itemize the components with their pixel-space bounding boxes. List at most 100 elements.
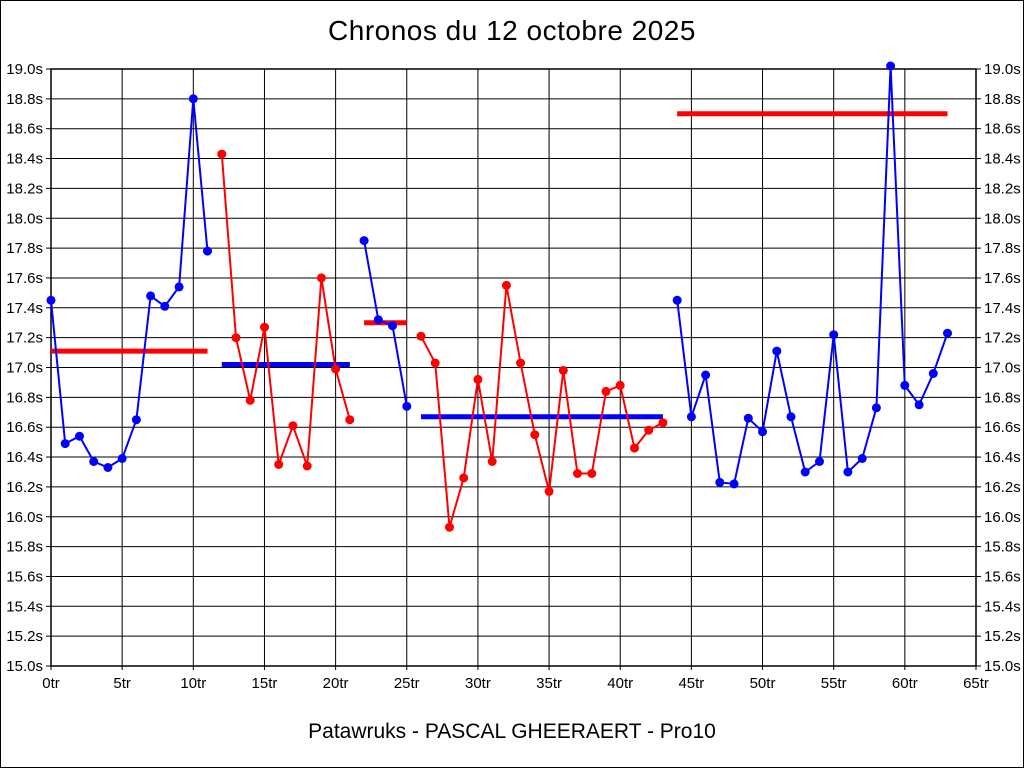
plot-border bbox=[50, 68, 977, 667]
data-point-red-block-2 bbox=[274, 460, 284, 469]
data-point-red-block-4 bbox=[658, 418, 668, 428]
y-axis-label-left: 16.2s bbox=[6, 479, 43, 496]
data-point-blue-block-5 bbox=[815, 457, 824, 466]
y-axis-label-right: 15.0s bbox=[984, 658, 1021, 675]
data-point-red-block-4 bbox=[459, 473, 469, 483]
y-axis-label-left: 15.6s bbox=[6, 568, 43, 585]
y-axis-label-right: 16.6s bbox=[984, 419, 1021, 436]
y-axis-label-right: 17.4s bbox=[984, 300, 1021, 317]
y-axis-label-right: 17.8s bbox=[984, 240, 1021, 257]
y-axis-label-right: 18.4s bbox=[984, 151, 1021, 168]
data-point-red-block-4 bbox=[430, 358, 440, 368]
data-point-blue-block-1 bbox=[131, 415, 141, 425]
x-axis-label: 40tr bbox=[607, 675, 633, 692]
y-axis-label-right: 17.6s bbox=[984, 270, 1021, 287]
x-axis-label: 0tr bbox=[42, 675, 60, 692]
data-point-blue-block-1 bbox=[89, 457, 99, 466]
data-point-blue-block-5 bbox=[914, 400, 924, 410]
y-axis-label-right: 15.4s bbox=[984, 598, 1021, 615]
data-point-blue-block-3 bbox=[388, 321, 397, 331]
data-point-red-block-4 bbox=[501, 280, 511, 290]
y-axis-label-left: 16.6s bbox=[6, 419, 43, 436]
y-axis-label-left: 17.2s bbox=[6, 330, 43, 347]
series-line-red-block-2 bbox=[220, 154, 351, 467]
y-axis-label-left: 18.4s bbox=[6, 151, 43, 168]
y-axis-label-right: 18.2s bbox=[984, 180, 1021, 197]
data-point-blue-block-1 bbox=[117, 454, 127, 463]
data-point-blue-block-5 bbox=[800, 467, 810, 477]
data-point-blue-block-5 bbox=[701, 370, 711, 380]
data-point-red-block-2 bbox=[288, 421, 298, 431]
data-point-blue-block-5 bbox=[843, 467, 853, 477]
y-axis-label-left: 17.4s bbox=[6, 300, 43, 317]
data-point-blue-block-5 bbox=[729, 479, 739, 489]
data-point-red-block-4 bbox=[558, 366, 568, 375]
data-point-blue-block-5 bbox=[786, 412, 796, 422]
y-axis-label-right: 17.2s bbox=[984, 330, 1021, 347]
y-axis-label-right: 16.2s bbox=[984, 479, 1021, 496]
y-axis-label-left: 17.6s bbox=[6, 270, 43, 287]
series-line-blue-block-1 bbox=[50, 98, 209, 469]
data-point-blue-block-5 bbox=[829, 330, 839, 340]
x-axis-label: 35tr bbox=[536, 675, 562, 692]
x-axis-label: 25tr bbox=[394, 675, 420, 692]
data-point-blue-block-3 bbox=[373, 315, 383, 325]
chart-footer-caption: Patawruks - PASCAL GHEERAERT - Pro10 bbox=[308, 720, 716, 743]
y-axis-label-right: 16.0s bbox=[984, 509, 1021, 526]
data-point-red-block-2 bbox=[245, 395, 255, 405]
y-axis-label-left: 18.8s bbox=[6, 91, 43, 108]
y-axis-label-right: 17.0s bbox=[984, 360, 1021, 377]
y-axis-label-right: 18.6s bbox=[984, 121, 1021, 138]
y-axis-label-left: 17.0s bbox=[6, 360, 43, 377]
y-axis-label-right: 15.8s bbox=[984, 539, 1021, 556]
y-axis-label-left: 17.8s bbox=[6, 240, 43, 257]
data-point-red-block-2 bbox=[316, 273, 326, 283]
data-point-blue-block-5 bbox=[672, 295, 682, 305]
y-axis-label-right: 19.0s bbox=[984, 61, 1021, 78]
data-point-blue-block-1 bbox=[146, 291, 156, 301]
data-point-red-block-2 bbox=[331, 364, 341, 374]
x-axis-label: 45tr bbox=[678, 675, 704, 692]
x-axis-label: 20tr bbox=[323, 675, 349, 692]
y-axis-label-left: 16.4s bbox=[6, 449, 43, 466]
data-point-red-block-2 bbox=[217, 149, 227, 159]
y-axis-label-left: 15.2s bbox=[6, 628, 43, 645]
data-point-blue-block-1 bbox=[75, 431, 84, 441]
data-point-red-block-4 bbox=[544, 486, 554, 496]
x-axis-label: 50tr bbox=[750, 675, 776, 692]
data-point-red-block-4 bbox=[630, 443, 639, 453]
data-point-red-block-4 bbox=[530, 430, 540, 440]
data-point-blue-block-5 bbox=[743, 413, 753, 423]
data-point-blue-block-1 bbox=[103, 463, 113, 472]
y-axis-label-left: 16.0s bbox=[6, 509, 43, 526]
data-point-blue-block-5 bbox=[857, 454, 867, 463]
y-axis-label-left: 15.8s bbox=[6, 539, 43, 556]
data-point-blue-block-3 bbox=[359, 236, 369, 246]
y-axis-label-left: 15.4s bbox=[6, 598, 43, 615]
data-point-blue-block-5 bbox=[758, 427, 767, 437]
x-axis-label: 60tr bbox=[892, 675, 918, 692]
data-point-blue-block-5 bbox=[772, 346, 782, 356]
data-point-blue-block-5 bbox=[900, 380, 910, 390]
data-point-blue-block-5 bbox=[686, 412, 696, 422]
data-point-red-block-4 bbox=[573, 469, 582, 478]
data-point-red-block-4 bbox=[615, 380, 625, 390]
y-axis-label-left: 18.2s bbox=[6, 180, 43, 197]
y-axis-label-left: 19.0s bbox=[6, 61, 43, 78]
y-axis-label-left: 16.8s bbox=[6, 389, 43, 406]
data-point-blue-block-5 bbox=[715, 477, 725, 487]
x-axis-label: 5tr bbox=[113, 675, 131, 692]
data-point-blue-block-1 bbox=[174, 282, 184, 292]
x-axis-label: 30tr bbox=[465, 675, 491, 692]
data-point-blue-block-1 bbox=[60, 439, 70, 449]
data-point-red-block-4 bbox=[487, 457, 497, 466]
data-point-red-block-2 bbox=[260, 322, 269, 332]
data-point-red-block-2 bbox=[231, 333, 241, 343]
data-point-red-block-4 bbox=[445, 522, 454, 532]
data-point-blue-block-1 bbox=[188, 94, 198, 104]
y-axis-label-left: 18.0s bbox=[6, 210, 43, 227]
y-axis-label-right: 16.4s bbox=[984, 449, 1021, 466]
x-axis-label: 65tr bbox=[963, 675, 989, 692]
y-axis-label-left: 18.6s bbox=[6, 121, 43, 138]
y-axis-label-right: 15.6s bbox=[984, 568, 1021, 585]
